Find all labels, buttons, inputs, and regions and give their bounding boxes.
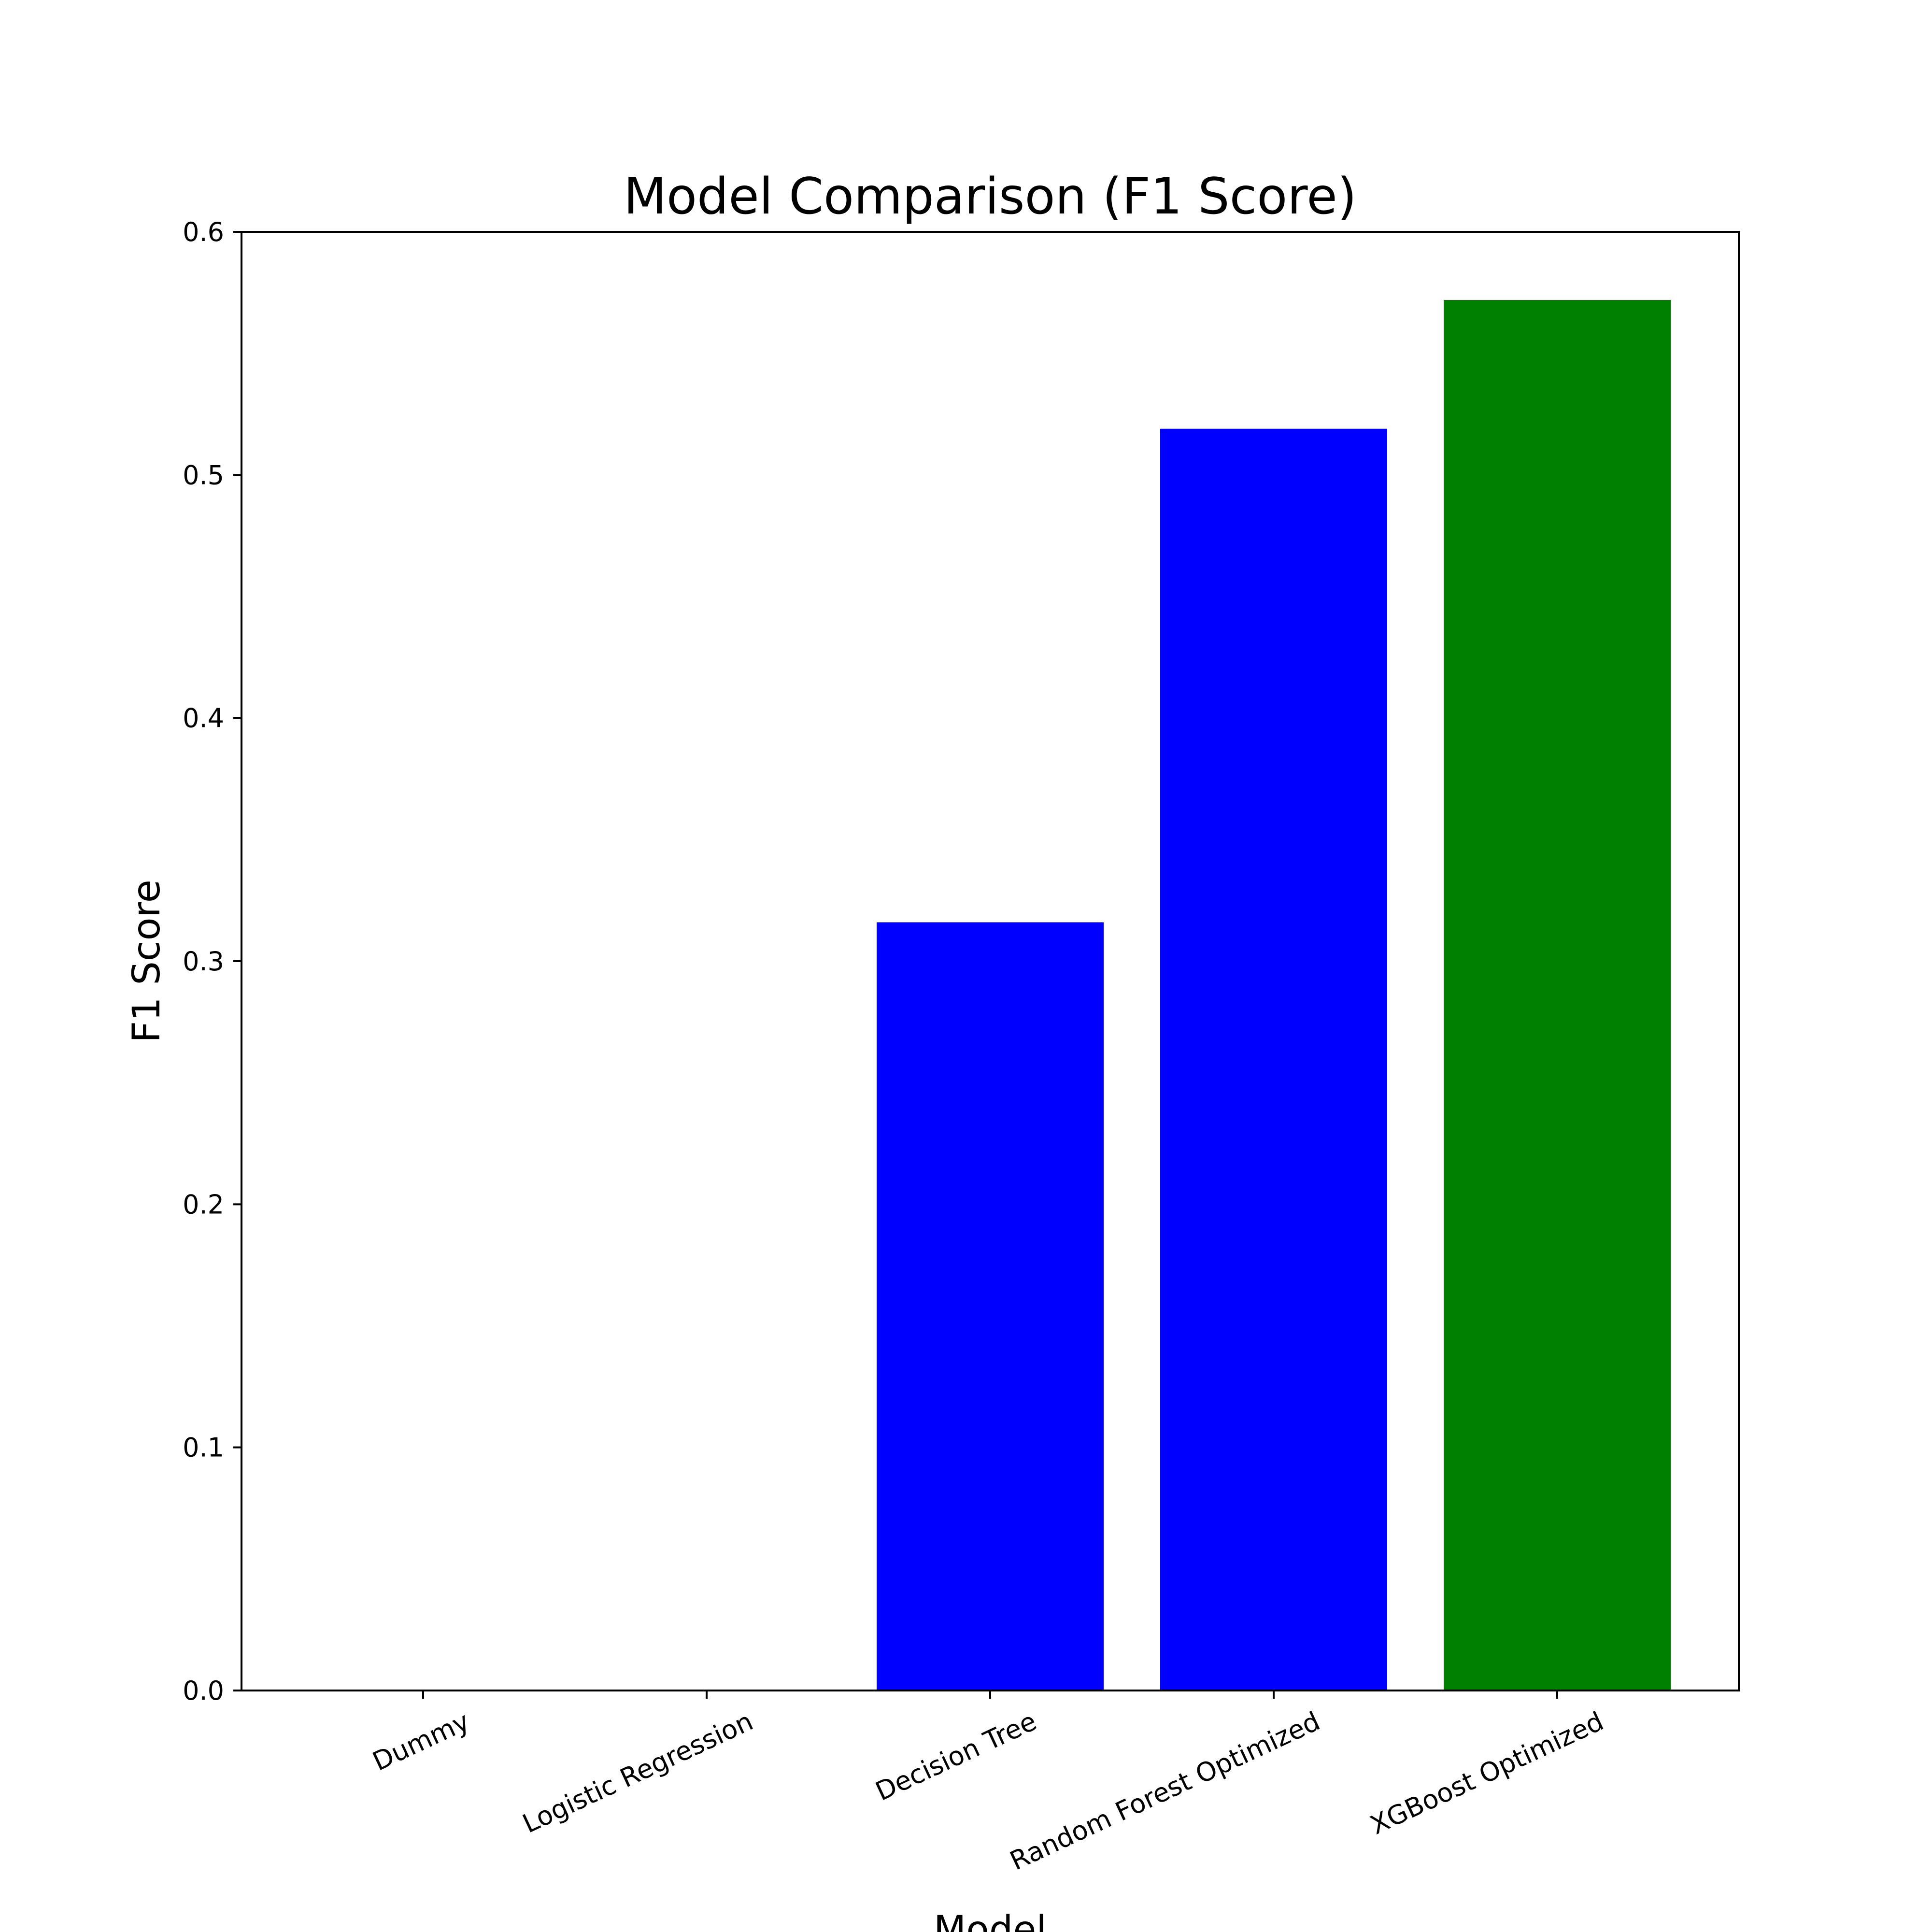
y-tick-label: 0.4 [183, 703, 224, 734]
y-axis-ticks: 0.0 0.1 0.2 0.3 0.4 0.5 0.6 [183, 217, 242, 1706]
y-axis-label: F1 Score [125, 880, 169, 1043]
bar [1444, 299, 1671, 1690]
x-tick-label: Dummy [368, 1706, 474, 1777]
bar [877, 922, 1104, 1690]
x-tick-label: Logistic Regression [518, 1706, 757, 1839]
y-tick-label: 0.1 [183, 1433, 224, 1463]
plot-frame [241, 231, 1740, 1691]
y-tick-label: 0.3 [183, 946, 224, 977]
bar [1160, 428, 1387, 1691]
bar-series [877, 299, 1671, 1691]
x-axis-label: Model [934, 1908, 1047, 1932]
chart-title: Model Comparison (F1 Score) [624, 168, 1357, 226]
y-tick-label: 0.5 [183, 460, 224, 490]
x-tick-label: Decision Tree [871, 1706, 1041, 1807]
x-tick-label: XGBoost Optimized [1365, 1706, 1608, 1841]
y-tick-label: 0.2 [183, 1189, 224, 1220]
y-tick-label: 0.6 [183, 217, 224, 247]
y-tick-label: 0.0 [183, 1676, 224, 1706]
x-axis-ticks: Dummy Logistic Regression Decision TreeRan… [368, 1690, 1608, 1876]
x-tick-label: Random Forest Optimized [1005, 1706, 1324, 1876]
